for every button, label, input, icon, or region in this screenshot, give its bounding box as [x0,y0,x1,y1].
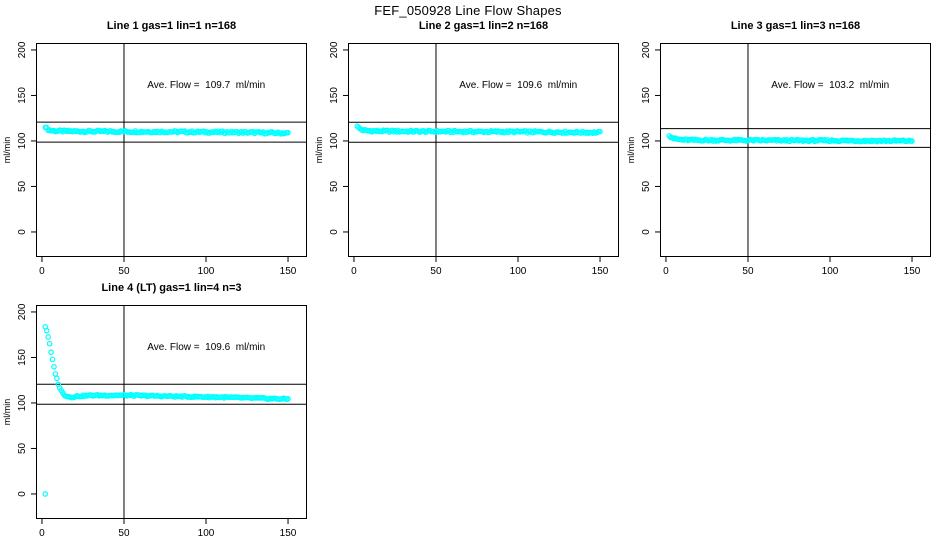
y-tick-label: 100 [17,132,28,149]
x-tick-label: 150 [592,266,609,277]
plot-box: 0 50 100 150 0 50 100 150 200 ml/min Ave. Flow = … [626,41,931,277]
data-point [45,334,51,340]
x-tick-label: 50 [430,266,442,277]
y-axis-label: ml/min [2,399,12,426]
x-tick-label: 0 [351,266,357,277]
x-tick-label: 50 [742,266,754,277]
data-point [54,375,60,382]
subplot-title: Line 4 (LT) gas=1 lin=4 n=3 [101,282,242,294]
y-tick-label: 150 [641,87,652,104]
y-tick-label: 0 [17,491,28,497]
data-point [43,327,50,334]
ave-flow-annotation: Ave. Flow = 109.7 ml/min [147,80,266,92]
y-tick-label: 50 [329,180,340,192]
page-title: FEF_050928 Line Flow Shapes [374,3,562,18]
subplot-line-4: Line 4 (LT) gas=1 lin=4 n=3 0 50 100 150 0 50… [2,282,307,539]
y-axis-label: ml/min [626,137,636,164]
y-tick-label: 50 [17,442,28,454]
data-point [285,129,291,136]
y-tick-label: 50 [17,180,28,192]
data-point [909,138,915,144]
y-tick-label: 200 [641,41,652,58]
chart-svg: 0 50 100 150 0 50 100 150 200 ml/min [314,41,619,277]
x-tick-label: 100 [510,266,527,277]
y-axis-label: ml/min [314,137,324,164]
x-tick-label: 150 [280,528,297,539]
y-tick-label: 0 [17,229,28,235]
subplot-line-2: Line 2 gas=1 lin=2 n=168 0 50 100 150 0 50 100… [314,20,619,277]
x-tick-label: 100 [198,266,215,277]
chart-svg: 0 50 100 150 0 50 100 150 200 ml/min [2,41,307,277]
data-point [48,349,54,356]
y-tick-label: 0 [329,229,340,235]
chart-svg: 0 50 100 150 0 50 100 150 200 ml/min [2,303,307,539]
x-tick-label: 0 [39,266,45,277]
ave-flow-annotation: Ave. Flow = 103.2 ml/min [771,80,890,92]
y-tick-label: 0 [641,229,652,235]
x-tick-label: 0 [39,528,45,539]
x-tick-label: 0 [663,266,669,277]
x-tick-label: 150 [280,266,297,277]
x-tick-label: 50 [118,266,130,277]
y-tick-label: 200 [329,41,340,58]
y-tick-label: 100 [17,394,28,411]
ave-flow-annotation: Ave. Flow = 109.6 ml/min [147,342,266,354]
y-tick-label: 50 [641,180,652,192]
data-point [51,363,57,370]
chart-svg: 0 50 100 150 0 50 100 150 200 ml/min [626,41,931,277]
x-tick-label: 50 [118,528,130,539]
y-tick-label: 150 [17,349,28,366]
y-axis-label: ml/min [2,137,12,164]
data-point [285,396,291,402]
plot-box: 0 50 100 150 0 50 100 150 200 ml/min Ave. Flow = … [314,41,619,277]
x-tick-label: 100 [822,266,839,277]
x-tick-label: 150 [904,266,921,277]
outlier-point [42,491,49,497]
y-tick-label: 200 [17,303,28,320]
x-tick-label: 100 [198,528,215,539]
subplot-title: Line 2 gas=1 lin=2 n=168 [418,20,549,32]
y-tick-label: 150 [17,87,28,104]
subplot-title: Line 1 gas=1 lin=1 n=168 [106,20,237,32]
plot-box: 0 50 100 150 0 50 100 150 200 ml/min Ave. Flow = … [2,303,307,539]
subplot-line-3: Line 3 gas=1 lin=3 n=168 0 50 100 150 0 50 100… [626,20,931,277]
data-point [46,340,53,347]
data-point [49,356,56,363]
y-tick-label: 100 [329,132,340,149]
y-tick-label: 200 [17,41,28,58]
plot-box: 0 50 100 150 0 50 100 150 200 ml/min Ave. Flow = … [2,41,307,277]
ave-flow-annotation: Ave. Flow = 109.6 ml/min [459,80,578,92]
y-tick-label: 100 [641,132,652,149]
data-point [597,128,603,135]
subplot-title: Line 3 gas=1 lin=3 n=168 [730,20,861,32]
subplot-line-1: Line 1 gas=1 lin=1 n=168 0 50 100 150 0 50 100… [2,20,307,277]
data-point [52,371,59,377]
y-tick-label: 150 [329,87,340,104]
